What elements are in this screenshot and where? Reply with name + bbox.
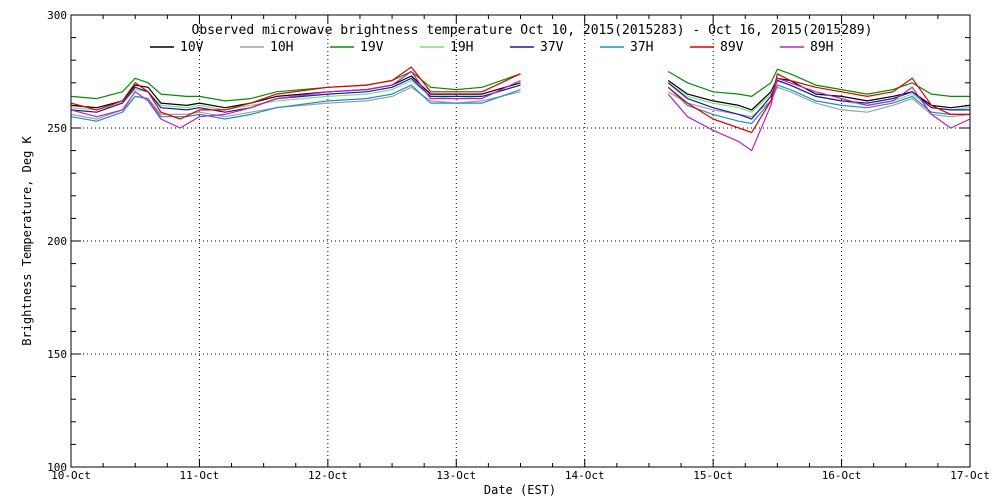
series-37h-line-2	[667, 84, 970, 125]
legend-label-19h: 19H	[450, 40, 473, 55]
series-37h-line-1	[70, 84, 521, 122]
x-tick-label: 12-Oct	[308, 469, 348, 482]
series-89v-line-1	[70, 66, 521, 120]
chart-title: Observed microwave brightness temperatur…	[192, 23, 873, 38]
x-tick-label: 10-Oct	[51, 469, 91, 482]
legend-label-89h: 89H	[810, 40, 833, 55]
series-19v-line-1	[70, 70, 521, 102]
y-tick-label: 100	[47, 461, 67, 474]
x-tick-label: 13-Oct	[436, 469, 476, 482]
series-10h-line-2	[667, 86, 971, 118]
x-tick-label: 15-Oct	[693, 469, 733, 482]
series-layer	[70, 66, 971, 152]
x-tick-label: 17-Oct	[950, 469, 990, 482]
y-tick-label: 150	[47, 348, 67, 361]
y-axis-label: Brightness Temperature, Deg K	[20, 135, 34, 345]
y-tick-label: 200	[47, 235, 67, 248]
legend-label-37h: 37H	[630, 40, 653, 55]
y-tick-label: 250	[47, 122, 67, 135]
series-19v-line-2	[667, 68, 970, 97]
series-89h-line-1	[70, 70, 521, 129]
legend-label-37v: 37V	[540, 40, 564, 55]
series-37v-line-2	[667, 79, 970, 120]
legend: 10V 10H 19V 19H 37V 37H 89V 89H	[150, 40, 833, 55]
x-tick-label: 16-Oct	[822, 469, 862, 482]
x-axis-label: Date (EST)	[484, 483, 556, 497]
legend-label-10h: 10H	[270, 40, 293, 55]
x-tick-label: 11-Oct	[180, 469, 220, 482]
grid	[71, 15, 970, 467]
legend-label-19v: 19V	[360, 40, 384, 55]
ticks: 10-Oct 11-Oct 12-Oct 13-Oct 14-Oct 15-Oct 16-O…	[47, 9, 990, 482]
series-89h-line-2	[667, 77, 971, 152]
y-tick-label: 300	[47, 9, 67, 22]
x-tick-label: 14-Oct	[565, 469, 605, 482]
legend-label-10v: 10V	[180, 40, 204, 55]
legend-label-89v: 89V	[720, 40, 744, 55]
series-89v-line-2	[667, 73, 970, 134]
